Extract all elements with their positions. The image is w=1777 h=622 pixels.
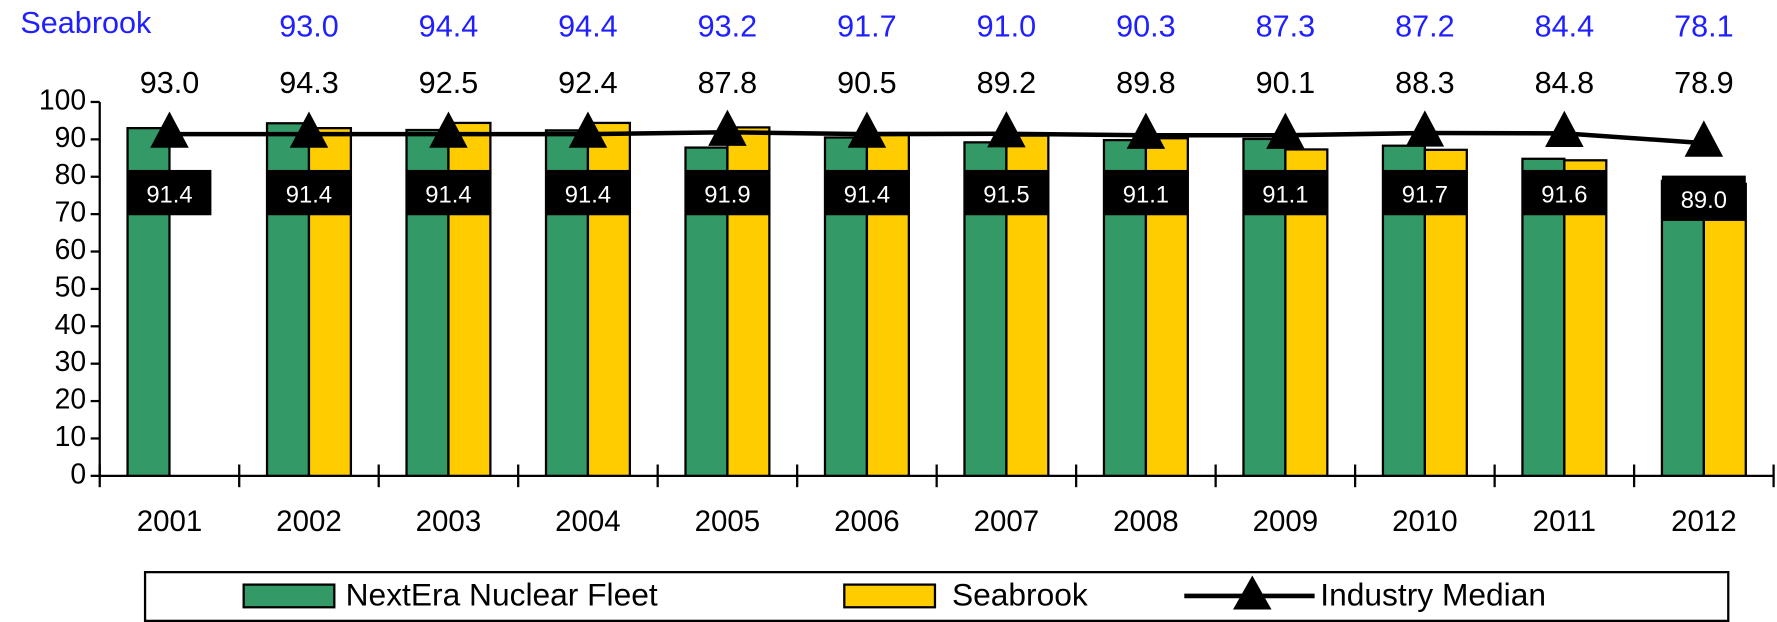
x-tick-label: 2007 [974,505,1040,538]
legend-swatch [843,583,937,609]
data-label: 93.0 [279,9,339,43]
median-label-box [964,169,1049,216]
median-label-box [267,169,351,216]
data-label: 93.2 [698,9,758,43]
legend-label: Seabrook [952,576,1088,612]
legend-label: Industry Median [1320,576,1546,612]
median-marker [847,111,887,148]
median-label: 89.0 [1681,187,1727,214]
median-label: 91.4 [425,181,471,208]
data-label: 90.5 [837,66,897,100]
x-tick-label: 2004 [555,505,621,538]
y-tick-label: 70 [55,197,87,229]
x-tick-label: 2006 [834,505,900,538]
median-label-box [1661,175,1746,221]
median-label: 91.4 [146,181,192,208]
median-label: 91.4 [565,181,611,208]
median-label-box [1103,169,1188,216]
median-label: 91.7 [1402,181,1448,208]
median-label-box [546,169,630,216]
legend [143,571,1730,622]
x-tick-label: 2005 [695,505,761,538]
x-tick-label: 2009 [1253,505,1319,538]
x-tick-label: 2010 [1392,505,1458,538]
median-label-box [1382,169,1467,216]
median-label-box [127,169,212,216]
bar [1702,182,1747,477]
median-label: 91.1 [1262,181,1308,208]
data-label: 84.8 [1535,66,1595,100]
x-tick-label: 2008 [1113,505,1179,538]
data-label: 90.1 [1256,66,1316,100]
data-label: 84.4 [1535,9,1595,43]
median-marker [987,111,1026,148]
y-tick-label: 10 [55,421,87,453]
median-marker [568,111,608,148]
y-tick-label: 30 [55,346,87,378]
x-tick-label: 2002 [276,505,342,538]
x-tick-label: 2011 [1533,505,1596,538]
median-label-box [1243,169,1328,216]
data-label: 94.3 [279,66,339,100]
median-label: 91.1 [1123,181,1169,208]
median-marker [1684,120,1724,157]
legend-swatch [242,583,336,609]
y-tick-label: 60 [55,234,87,266]
median-label: 91.9 [704,181,750,208]
y-tick-label: 90 [55,122,87,154]
data-label: 78.9 [1674,66,1734,100]
median-label-box [824,169,909,216]
data-label: 90.3 [1116,9,1176,43]
y-tick-label: 0 [70,458,86,490]
median-marker [1545,110,1584,147]
data-label: 91.0 [977,9,1037,43]
y-tick-label: 80 [55,159,87,191]
data-label: 89.8 [1116,66,1176,100]
median-label-box [685,169,770,216]
x-tick-label: 2001 [137,505,203,538]
bar [1660,179,1705,477]
median-marker [1126,112,1166,149]
median-marker [429,111,468,148]
series-label: Seabrook [20,6,152,40]
data-label: 89.2 [977,66,1037,100]
data-label: 94.4 [558,9,618,43]
median-label: 91.5 [983,181,1029,208]
median-marker [150,111,189,148]
data-label: 94.4 [419,9,479,43]
median-marker [289,111,329,148]
median-label-box [406,169,491,216]
legend-marker [1233,575,1272,610]
data-label: 91.7 [837,9,897,43]
y-tick-label: 40 [55,309,87,341]
data-label: 87.3 [1256,9,1316,43]
median-line [169,129,1705,146]
x-tick-label: 2003 [416,505,482,538]
y-tick-label: 20 [55,384,87,416]
data-label: 87.8 [698,66,758,100]
data-label: 88.3 [1395,66,1455,100]
legend-label: NextEra Nuclear Fleet [346,576,658,612]
median-marker [1266,112,1305,149]
data-label: 93.0 [140,66,200,100]
data-label: 87.2 [1395,9,1455,43]
y-tick-label: 50 [55,271,87,303]
y-tick-label: 100 [39,84,86,116]
data-label: 92.5 [419,66,479,100]
data-label: 92.4 [558,66,618,100]
median-marker [1405,110,1445,147]
median-label: 91.4 [844,181,890,208]
median-label: 91.6 [1541,181,1587,208]
median-marker [708,109,747,146]
x-tick-label: 2012 [1671,505,1737,538]
median-label-box [1522,169,1607,216]
data-label: 78.1 [1674,9,1734,43]
median-label: 91.4 [286,181,332,208]
